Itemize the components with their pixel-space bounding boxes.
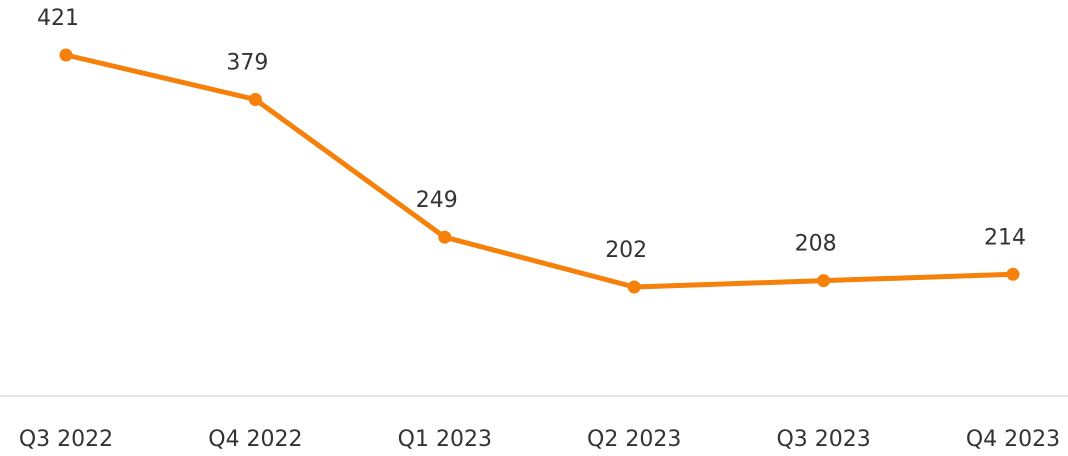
line xyxy=(65,52,1014,290)
point xyxy=(627,280,641,294)
point xyxy=(248,92,262,106)
point xyxy=(59,48,73,62)
x-tick-label: Q3 2023 xyxy=(776,427,870,452)
data-label: 214 xyxy=(984,225,1026,250)
data-label: 421 xyxy=(37,6,79,31)
data-label: 249 xyxy=(416,188,458,213)
point xyxy=(1006,267,1020,281)
x-tick-label: Q1 2023 xyxy=(398,427,492,452)
x-tick-label: Q3 2022 xyxy=(19,427,113,452)
data-label: 208 xyxy=(795,232,837,257)
x-tick-label: Q4 2023 xyxy=(966,427,1060,452)
x-tick-label: Q2 2023 xyxy=(587,427,681,452)
data-label: 202 xyxy=(605,238,647,263)
data-label: 379 xyxy=(226,50,268,75)
x-tick-label: Q4 2022 xyxy=(208,427,302,452)
point xyxy=(817,274,831,288)
point xyxy=(438,230,452,244)
